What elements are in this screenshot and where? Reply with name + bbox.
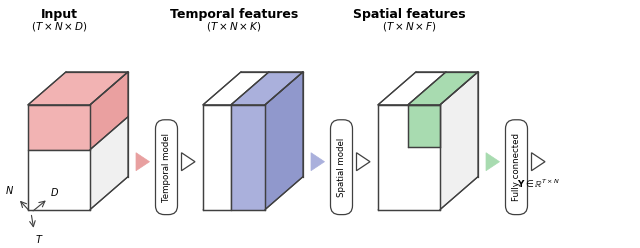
Polygon shape <box>265 72 303 210</box>
Polygon shape <box>28 150 90 210</box>
Text: Fully connected: Fully connected <box>512 133 521 201</box>
Polygon shape <box>408 105 440 147</box>
Polygon shape <box>486 153 499 171</box>
Polygon shape <box>136 153 150 171</box>
Text: Temporal model: Temporal model <box>162 133 171 202</box>
Text: Spatial model: Spatial model <box>337 138 346 197</box>
Text: $D$: $D$ <box>50 186 59 198</box>
Polygon shape <box>90 72 128 150</box>
Text: $(T \times N \times D)$: $(T \times N \times D)$ <box>31 20 87 33</box>
Polygon shape <box>231 105 265 210</box>
Polygon shape <box>203 72 269 105</box>
Text: Temporal features: Temporal features <box>170 8 298 21</box>
Polygon shape <box>182 153 195 171</box>
Text: $(T \times N \times K)$: $(T \times N \times K)$ <box>206 20 262 33</box>
Text: Spatial features: Spatial features <box>353 8 465 21</box>
Polygon shape <box>28 105 90 150</box>
FancyBboxPatch shape <box>156 120 177 215</box>
Polygon shape <box>408 72 478 105</box>
Polygon shape <box>90 117 128 210</box>
Text: $\mathbf{Y} \in \mathbb{R}^{T \times N}$: $\mathbf{Y} \in \mathbb{R}^{T \times N}$ <box>517 178 560 190</box>
FancyBboxPatch shape <box>330 120 353 215</box>
Polygon shape <box>231 72 303 105</box>
Polygon shape <box>203 105 231 210</box>
Text: $(T \times N \times F)$: $(T \times N \times F)$ <box>381 20 436 33</box>
Text: $T$: $T$ <box>35 233 44 245</box>
Text: Input: Input <box>40 8 77 21</box>
Polygon shape <box>28 72 128 105</box>
Polygon shape <box>378 72 446 105</box>
FancyBboxPatch shape <box>506 120 527 215</box>
Polygon shape <box>356 153 370 171</box>
Polygon shape <box>531 153 545 171</box>
Text: $N$: $N$ <box>5 184 14 196</box>
Polygon shape <box>440 72 478 210</box>
Polygon shape <box>378 105 440 210</box>
Polygon shape <box>311 153 324 171</box>
